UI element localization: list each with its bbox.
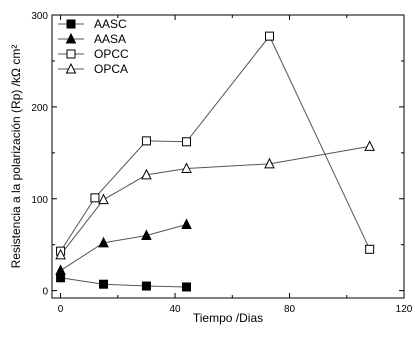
data-point-aasa — [55, 264, 66, 275]
data-point-opcc — [182, 137, 192, 147]
series-lines — [60, 35, 371, 288]
legend-marker-aasa — [65, 32, 77, 44]
legend-label-opca: OPCA — [94, 62, 128, 76]
data-point-opca — [181, 162, 192, 173]
data-point-aasc — [182, 282, 192, 292]
data-point-aasa — [98, 236, 109, 248]
x-tick-label: 0 — [58, 304, 64, 315]
data-point-opca — [364, 140, 375, 151]
series-line-aasc — [60, 277, 187, 288]
y-tick-labels: 0 100 200 300 — [31, 11, 48, 298]
data-point-aasc — [99, 279, 109, 289]
series-line-aasa — [60, 224, 187, 271]
legend-label-opcc: OPCC — [94, 47, 129, 61]
legend-marker-opcc — [66, 49, 76, 59]
y-tick-label: 200 — [31, 103, 48, 114]
legend-label-aasa: AASA — [94, 32, 126, 46]
data-point-aasc — [56, 273, 66, 283]
data-point-aasa — [181, 218, 192, 229]
data-point-opcc — [141, 136, 151, 146]
data-point-opca — [264, 157, 275, 169]
series-markers — [55, 31, 375, 292]
y-axis-title: Resistencia a la polarización (Rp) /kΩ c… — [9, 45, 23, 269]
y-tick-label: 0 — [42, 287, 48, 298]
plot-frame — [51, 14, 405, 299]
x-axis-title: Tiempo /Dias — [193, 311, 263, 325]
x-tick-label: 120 — [396, 304, 413, 315]
legend-marker-opca — [65, 62, 77, 74]
data-point-opca — [98, 193, 109, 205]
data-point-aasc — [141, 281, 151, 291]
data-point-opcc — [365, 244, 375, 254]
x-tick-label: 40 — [169, 304, 181, 315]
data-point-opcc — [264, 31, 274, 41]
data-point-aasa — [141, 229, 152, 241]
data-point-opca — [141, 168, 152, 180]
y-tick-label: 100 — [31, 195, 48, 206]
legend-marker-aasc — [66, 19, 76, 29]
x-tick-labels: 0 40 80 120 — [58, 304, 413, 315]
data-point-opca — [55, 248, 66, 260]
data-point-opcc — [90, 193, 100, 203]
series-line-opca — [60, 145, 370, 256]
axis-ticks — [52, 14, 405, 298]
y-tick-label: 300 — [31, 11, 48, 22]
legend-label-aasc: AASC — [94, 17, 127, 31]
x-tick-label: 80 — [284, 304, 296, 315]
series-line-opcc — [60, 35, 371, 252]
